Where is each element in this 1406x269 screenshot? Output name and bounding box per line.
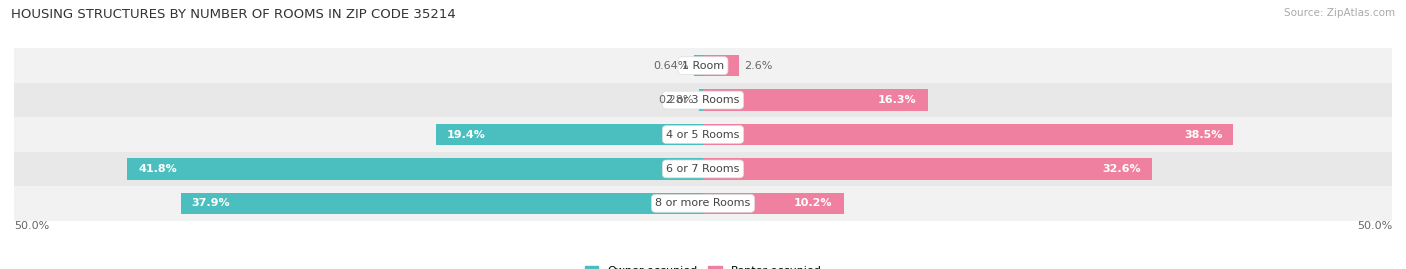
Text: 37.9%: 37.9% (191, 198, 231, 208)
Bar (14, 117, 1392, 152)
Text: 50.0%: 50.0% (14, 221, 49, 231)
Text: 32.6%: 32.6% (1102, 164, 1142, 174)
Text: 50.0%: 50.0% (1357, 221, 1392, 231)
Text: Source: ZipAtlas.com: Source: ZipAtlas.com (1284, 8, 1395, 18)
Text: 1 Room: 1 Room (682, 61, 724, 71)
Bar (14, 152, 1392, 186)
Text: 6 or 7 Rooms: 6 or 7 Rooms (666, 164, 740, 174)
Text: 19.4%: 19.4% (447, 129, 485, 140)
Bar (703, 124, 1233, 145)
Bar (436, 124, 703, 145)
Bar (703, 193, 844, 214)
Text: 2 or 3 Rooms: 2 or 3 Rooms (666, 95, 740, 105)
Bar (127, 158, 703, 180)
Text: 38.5%: 38.5% (1184, 129, 1222, 140)
Text: 10.2%: 10.2% (794, 198, 832, 208)
Text: 41.8%: 41.8% (138, 164, 177, 174)
Text: 16.3%: 16.3% (877, 95, 917, 105)
Text: 4 or 5 Rooms: 4 or 5 Rooms (666, 129, 740, 140)
Bar (695, 55, 703, 76)
Text: 2.6%: 2.6% (744, 61, 773, 71)
Bar (699, 89, 703, 111)
Bar (14, 186, 1392, 221)
Text: HOUSING STRUCTURES BY NUMBER OF ROOMS IN ZIP CODE 35214: HOUSING STRUCTURES BY NUMBER OF ROOMS IN… (11, 8, 456, 21)
Legend: Owner-occupied, Renter-occupied: Owner-occupied, Renter-occupied (581, 261, 825, 269)
Bar (703, 55, 738, 76)
Bar (181, 193, 703, 214)
Bar (14, 48, 1392, 83)
Bar (14, 83, 1392, 117)
Text: 0.28%: 0.28% (658, 95, 693, 105)
Text: 0.64%: 0.64% (654, 61, 689, 71)
Bar (703, 89, 928, 111)
Text: 8 or more Rooms: 8 or more Rooms (655, 198, 751, 208)
Bar (703, 158, 1152, 180)
